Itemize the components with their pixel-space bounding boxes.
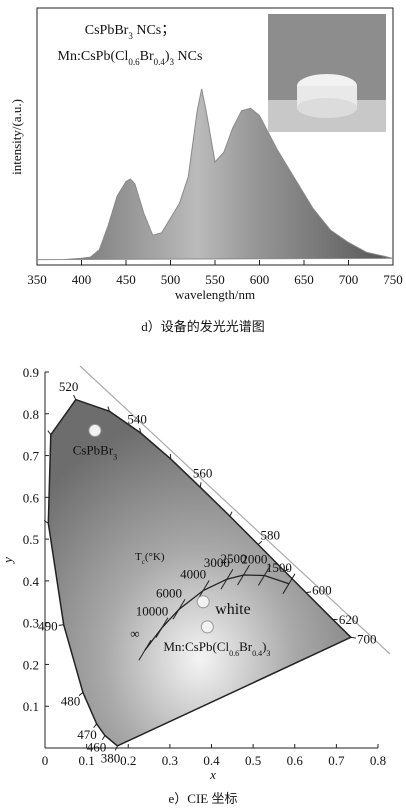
temperature-label: 3000 [204, 555, 230, 570]
wavelength-label: 560 [193, 465, 213, 480]
y-axis-label: intensity/(a.u.) [9, 99, 24, 175]
color-point [201, 621, 213, 633]
y-tick-label: 0.3 [23, 616, 39, 631]
color-point [89, 424, 101, 436]
x-tick-label: 0.5 [245, 753, 261, 768]
wavelength-label: 470 [77, 727, 97, 742]
y-tick-label: 0.2 [23, 657, 39, 672]
x-tick-label: 0.4 [203, 753, 220, 768]
x-axis-label: wavelength/nm [175, 287, 255, 302]
text-run: NCs [174, 49, 202, 64]
locus-tick [74, 395, 76, 399]
locus-tick [306, 592, 311, 593]
x-tick-label: 550 [205, 272, 225, 287]
caption: d）设备的发光光谱图 [141, 319, 265, 334]
wavelength-label: 620 [339, 612, 359, 627]
x-tick-label: 0 [42, 753, 49, 768]
text-run: CsPbBr [73, 442, 114, 457]
y-tick-label: 0.6 [23, 490, 40, 505]
x-tick-label: 0.8 [370, 753, 386, 768]
temperature-label: 4000 [180, 566, 206, 581]
locus-tick [59, 625, 64, 626]
wavelength-label: 700 [357, 632, 377, 647]
y-tick-label: 0.5 [23, 532, 39, 547]
wavelength-label: 600 [312, 583, 332, 598]
wavelength-label: 490 [38, 618, 58, 633]
x-tick-label: 0.6 [287, 753, 304, 768]
temperature-label: ∞ [130, 626, 139, 641]
text-run: 0.4 [252, 648, 262, 657]
text-run: Br [239, 639, 253, 654]
y-tick-label: 0.8 [23, 407, 39, 422]
text-run: 3 [113, 452, 117, 461]
x-tick-label: 500 [161, 272, 181, 287]
wavelength-label: 540 [127, 411, 147, 426]
x-tick-label: 0.7 [328, 753, 345, 768]
temperature-label: 6000 [156, 585, 182, 600]
text-run: (°K) [145, 551, 165, 563]
caption: e）CIE 坐标 [169, 791, 238, 806]
x-tick-label: 0.3 [162, 753, 178, 768]
figure: 350 400 450 500 550 600 650 700 750 wavelength/nm… [0, 0, 406, 810]
text-run: NCs； [133, 23, 175, 38]
x-tick-label: 0.2 [120, 753, 136, 768]
x-tick-label: 350 [27, 272, 47, 287]
text-run: 0.6 [229, 648, 239, 657]
y-axis-label: y [0, 557, 15, 565]
text-run: 3 [266, 648, 270, 657]
locus-tick [48, 431, 51, 435]
annotation: CsPbBr3 NCs； [85, 23, 175, 41]
y-tick-label: 0.4 [23, 574, 40, 589]
annotation: Mn:CsPb(Cl0.6Br0.4)3 NCs [58, 49, 203, 67]
y-tick-label: 0.1 [23, 699, 39, 714]
y-tick-label: 0.7 [23, 449, 40, 464]
wavelength-label: 520 [59, 379, 79, 394]
x-tick-label: 450 [116, 272, 136, 287]
y-tick-label: 0.9 [23, 365, 39, 380]
locus-tick [230, 512, 232, 516]
x-tick-label: 0.1 [79, 753, 95, 768]
x-tick-label: 650 [294, 272, 314, 287]
x-tick-label: 400 [72, 272, 92, 287]
inset-photo [268, 14, 386, 132]
text-run: Mn:CsPb(Cl [163, 639, 229, 654]
temperature-label: 10000 [136, 604, 169, 619]
x-tick-label: 700 [339, 272, 359, 287]
text-run: Mn:CsPb(Cl [58, 49, 129, 64]
x-tick-label: 600 [250, 272, 270, 287]
text-run: 0.4 [154, 57, 166, 67]
text-run: CsPbBr [85, 23, 129, 38]
x-axis-label: x [209, 767, 216, 782]
text-run: Br [140, 49, 154, 64]
text-run: 0.6 [128, 57, 140, 67]
page: 350 400 450 500 550 600 650 700 750 wavelength/nm… [0, 0, 406, 810]
locus-tick [200, 482, 201, 487]
color-point [197, 596, 209, 608]
wavelength-label: 580 [260, 527, 280, 542]
locus-tick [351, 637, 356, 638]
wavelength-label: 480 [61, 693, 81, 708]
text-run: white [215, 601, 251, 618]
x-tick-label: 750 [383, 272, 403, 287]
point-label: white [215, 601, 251, 618]
